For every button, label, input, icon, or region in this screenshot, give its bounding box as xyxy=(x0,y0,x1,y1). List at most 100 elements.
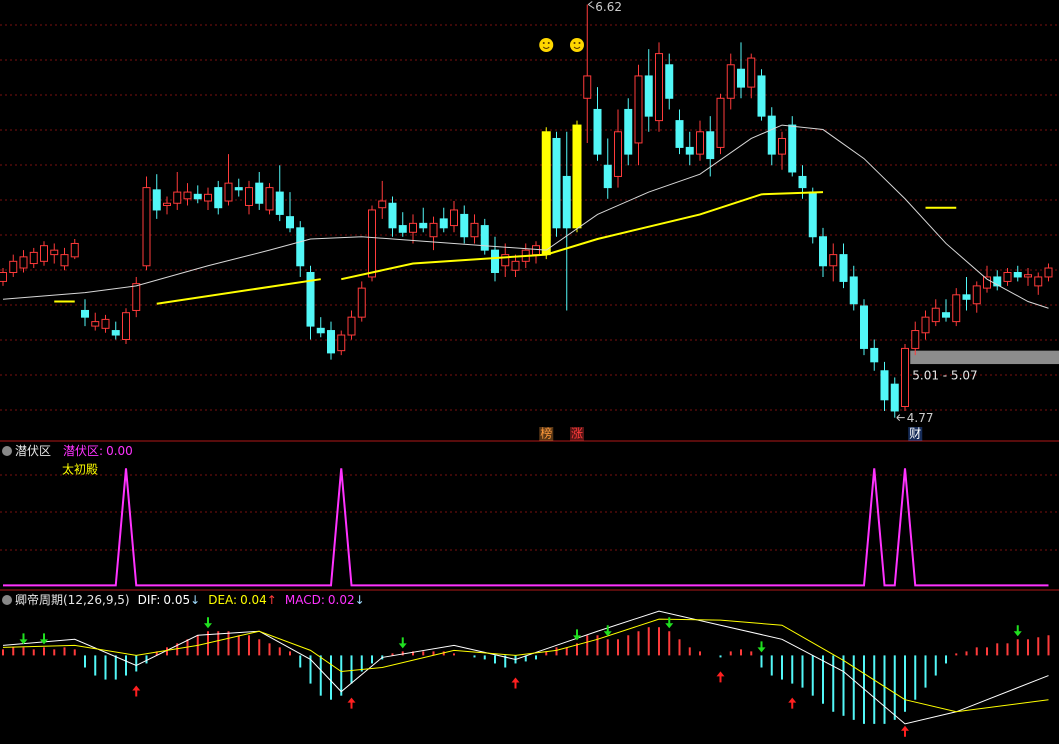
candle-body xyxy=(60,254,69,267)
readout-arrow: ↑ xyxy=(267,593,277,607)
candle-body xyxy=(255,182,264,204)
candle-body xyxy=(470,222,479,238)
buy-signal xyxy=(132,685,141,697)
readout-arrow: ↓ xyxy=(355,593,365,607)
candle-body xyxy=(624,108,633,155)
candle-body xyxy=(429,222,438,238)
readout-name: DEA: xyxy=(208,593,237,607)
candle-body xyxy=(921,316,930,334)
candle-body xyxy=(696,131,704,155)
sell-signal xyxy=(204,617,212,629)
candle-body xyxy=(890,383,899,412)
candle-body xyxy=(101,318,110,329)
candle-body xyxy=(737,68,745,88)
candle-body xyxy=(368,209,376,278)
candle-body xyxy=(81,309,89,318)
panel-menu-icon[interactable] xyxy=(2,446,12,456)
moving-average xyxy=(341,191,824,281)
candle-body xyxy=(214,187,223,209)
candle-body xyxy=(193,193,202,200)
readout-name: MACD: xyxy=(285,593,325,607)
smiley-face xyxy=(539,38,554,52)
panel-title: 潜伏区 xyxy=(15,444,51,458)
candle-body xyxy=(880,370,889,401)
candle-body xyxy=(747,57,756,88)
readout-arrow: ↓ xyxy=(190,593,200,607)
panel-title: 卿帝周期(12,26,9,5) xyxy=(15,592,130,607)
marker-box xyxy=(539,427,554,441)
buy-signal xyxy=(901,725,909,737)
candle-body xyxy=(962,294,971,300)
sell-signal xyxy=(573,629,581,641)
buy-signal xyxy=(788,697,797,709)
zone-label: 5.01 - 5.07 xyxy=(912,369,977,383)
candle-body xyxy=(275,191,284,215)
candle-body xyxy=(91,321,100,327)
panel-header: 潜伏区 潜伏区: 0.00 xyxy=(15,444,133,458)
candle-body xyxy=(1024,274,1032,278)
buy-signal xyxy=(716,671,725,683)
high-pointer xyxy=(587,1,595,9)
smiley-mouth xyxy=(573,46,581,49)
macd-line xyxy=(2,618,1049,713)
buy-signal xyxy=(511,677,520,689)
legend-name: 潜伏区: xyxy=(63,444,103,458)
panel-menu-icon[interactable] xyxy=(2,595,12,605)
candle-body xyxy=(860,305,868,349)
sell-signal xyxy=(1013,625,1022,637)
candle-body xyxy=(849,276,858,305)
candle-body xyxy=(778,137,786,155)
marker-label: 涨 xyxy=(571,426,583,441)
moving-average xyxy=(156,278,321,305)
price-zone xyxy=(910,350,1059,365)
sell-signal xyxy=(665,617,674,629)
candle-body xyxy=(0,271,7,282)
candle-body xyxy=(583,75,592,99)
candle-body xyxy=(501,254,510,267)
smiley-eye xyxy=(578,42,581,44)
candle-body xyxy=(460,213,469,238)
candle-body xyxy=(1044,267,1053,278)
smiley-icon xyxy=(539,38,554,52)
candle-body xyxy=(911,330,920,349)
candle-body xyxy=(480,225,489,251)
candle-body xyxy=(1034,276,1043,287)
candle-body xyxy=(152,189,161,211)
marker-box xyxy=(570,427,584,441)
candle-body xyxy=(439,218,448,229)
candle-body xyxy=(419,222,428,229)
candle-body xyxy=(163,202,171,206)
readout-name: DIF: xyxy=(138,593,161,607)
candle-body xyxy=(122,312,130,340)
candle-body xyxy=(808,191,817,238)
candle-body xyxy=(788,124,797,173)
candle-body xyxy=(1013,271,1022,278)
candle-body xyxy=(40,245,48,262)
candle-body xyxy=(819,236,827,267)
sell-signal xyxy=(757,641,766,653)
sell-signal xyxy=(398,637,407,649)
candle-body xyxy=(726,64,735,99)
candle-body xyxy=(265,187,274,211)
readout-value: 0.05 xyxy=(163,593,190,607)
candle-body xyxy=(562,175,571,229)
candle-body xyxy=(173,191,182,204)
marker-label: 财 xyxy=(909,427,921,441)
candle-body xyxy=(552,137,561,229)
candle-body xyxy=(901,347,909,407)
candle-body xyxy=(870,347,879,363)
candle-body xyxy=(993,276,1002,287)
candle-body xyxy=(655,53,663,122)
candle-body xyxy=(347,316,356,336)
candle-body xyxy=(316,327,325,334)
candle-body xyxy=(511,260,520,271)
candle-body xyxy=(757,75,766,117)
smiley-mouth xyxy=(542,46,550,49)
candle-body xyxy=(409,222,417,233)
smiley-eye xyxy=(573,42,576,44)
candle-body xyxy=(942,312,950,318)
candle-body xyxy=(132,283,141,311)
candle-body xyxy=(50,249,59,256)
high-label: 6.62 xyxy=(595,0,622,14)
